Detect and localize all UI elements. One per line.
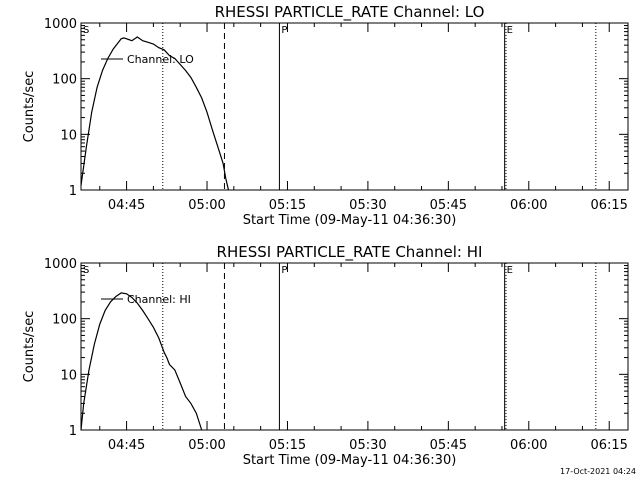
y-tick-label: 1000 [44, 17, 77, 32]
x-tick-label: 05:30 [349, 438, 386, 453]
event-marker-label: P [281, 25, 287, 36]
x-tick-label: 06:15 [590, 198, 627, 213]
y-tick-label: 1 [69, 184, 77, 199]
x-tick-label: 05:00 [188, 198, 225, 213]
x-tick-label: 05:15 [269, 438, 306, 453]
plot-timestamp: 17-Oct-2021 04:24 [560, 467, 636, 476]
x-tick-label: 05:15 [269, 198, 306, 213]
legend-label: Channel: LO [127, 53, 194, 66]
event-marker-label: S [83, 25, 89, 36]
x-tick-label: 06:00 [510, 198, 547, 213]
x-tick-label: 05:45 [430, 198, 467, 213]
y-tick-label: 10 [60, 368, 77, 383]
x-axis-label: Start Time (09-May-11 04:36:30) [243, 453, 457, 468]
y-tick-label: 10 [60, 128, 77, 143]
y-tick-label: 100 [52, 73, 77, 88]
x-axis-label: Start Time (09-May-11 04:36:30) [243, 213, 457, 228]
x-tick-label: 04:45 [108, 198, 145, 213]
y-axis-label: Counts/sec [22, 71, 37, 143]
y-tick-label: 1 [69, 424, 77, 439]
event-marker-label: S [83, 265, 89, 276]
event-marker-label: E [507, 265, 513, 276]
chart-title: RHESSI PARTICLE_RATE Channel: LO [215, 3, 485, 22]
series-line [80, 292, 203, 431]
x-tick-label: 05:45 [430, 438, 467, 453]
x-tick-label: 06:15 [590, 438, 627, 453]
x-tick-label: 06:00 [510, 438, 547, 453]
chart-panel-lo: RHESSI PARTICLE_RATE Channel: LO Start T… [22, 3, 629, 228]
legend-label: Channel: HI [127, 293, 191, 306]
x-tick-label: 04:45 [108, 438, 145, 453]
event-marker-label: P [281, 265, 287, 276]
series-line [80, 36, 230, 191]
y-tick-label: 100 [52, 313, 77, 328]
y-tick-label: 1000 [44, 257, 77, 272]
x-tick-label: 05:00 [188, 438, 225, 453]
chart-title: RHESSI PARTICLE_RATE Channel: HI [217, 243, 483, 262]
x-tick-label: 05:30 [349, 198, 386, 213]
y-axis-label: Counts/sec [22, 311, 37, 383]
chart-panel-hi: RHESSI PARTICLE_RATE Channel: HI Start T… [22, 243, 629, 468]
event-marker-label: E [507, 25, 513, 36]
